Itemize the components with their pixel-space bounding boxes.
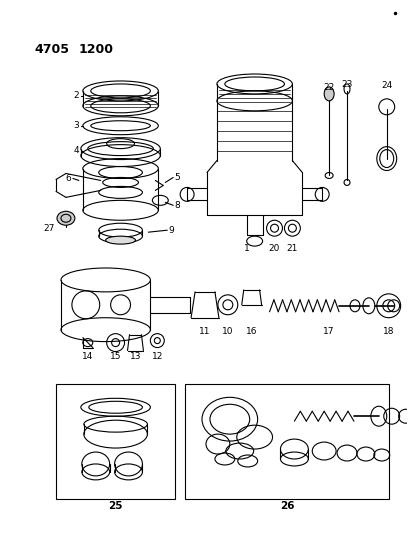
Text: 13: 13 xyxy=(130,352,141,361)
Ellipse shape xyxy=(324,87,334,101)
Text: 12: 12 xyxy=(152,352,163,361)
Text: 14: 14 xyxy=(82,352,93,361)
Text: 18: 18 xyxy=(383,327,395,336)
Bar xyxy=(56,384,175,499)
Text: 16: 16 xyxy=(246,327,257,336)
Text: 22: 22 xyxy=(324,84,335,92)
Text: 20: 20 xyxy=(269,244,280,253)
Text: 2: 2 xyxy=(73,91,79,100)
Text: 4705: 4705 xyxy=(34,43,69,55)
Text: 27: 27 xyxy=(43,224,55,233)
Text: 1200: 1200 xyxy=(79,43,114,55)
Text: 24: 24 xyxy=(381,82,392,91)
Text: 1: 1 xyxy=(244,244,250,253)
Bar xyxy=(185,384,389,499)
Text: 15: 15 xyxy=(110,352,121,361)
Text: 25: 25 xyxy=(109,500,123,511)
Text: 9: 9 xyxy=(168,225,174,235)
Text: 5: 5 xyxy=(174,173,180,182)
Text: 8: 8 xyxy=(174,201,180,210)
Text: 4: 4 xyxy=(73,146,79,155)
Ellipse shape xyxy=(57,211,75,225)
Text: 6: 6 xyxy=(65,174,71,183)
Text: 10: 10 xyxy=(222,327,234,336)
Text: 23: 23 xyxy=(341,80,353,90)
Text: 11: 11 xyxy=(199,327,211,336)
Text: 21: 21 xyxy=(287,244,298,253)
Text: 17: 17 xyxy=(324,327,335,336)
Text: 26: 26 xyxy=(280,500,295,511)
Text: 3: 3 xyxy=(73,121,79,130)
Ellipse shape xyxy=(106,236,135,244)
